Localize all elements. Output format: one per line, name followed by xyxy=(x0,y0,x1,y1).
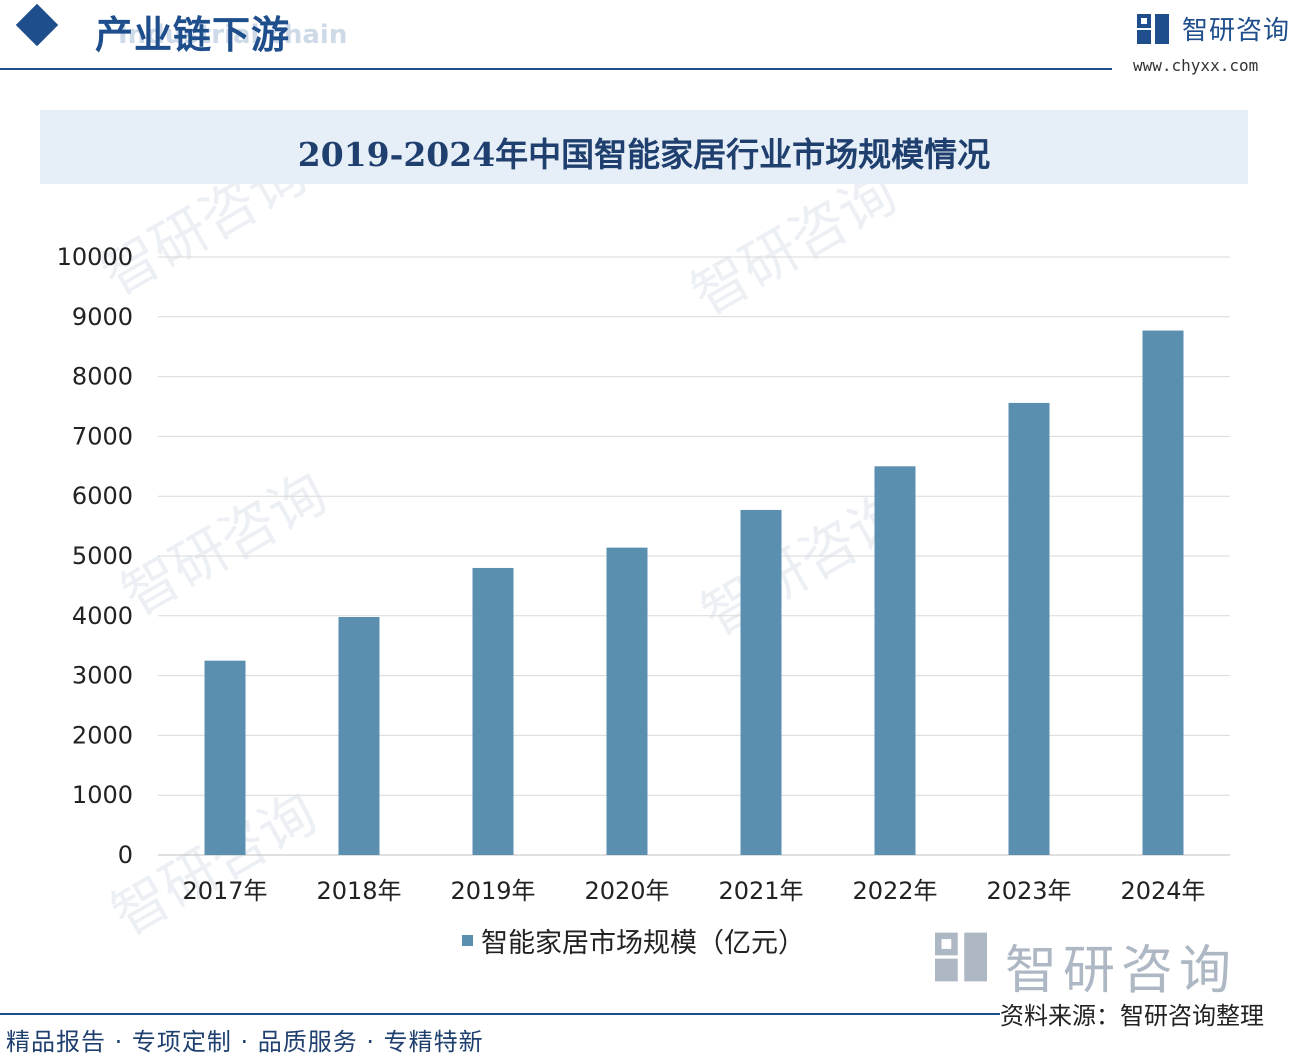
footer-logo-icon xyxy=(935,932,987,982)
brand-logo-icon xyxy=(1137,14,1169,44)
bar xyxy=(606,547,648,855)
x-tick-label: 2023年 xyxy=(986,877,1071,905)
y-tick-label: 8000 xyxy=(72,363,133,391)
x-tick-label: 2020年 xyxy=(584,877,669,905)
chart-title-band: 2019-2024年中国智能家居行业市场规模情况 xyxy=(40,110,1248,184)
y-tick-label: 9000 xyxy=(72,303,133,331)
bar xyxy=(740,509,782,855)
y-tick-label: 1000 xyxy=(72,781,133,809)
source-note: 资料来源：智研咨询整理 xyxy=(1000,1002,1264,1030)
footer-divider xyxy=(0,1013,1000,1015)
bar xyxy=(874,466,916,855)
x-tick-label: 2018年 xyxy=(316,877,401,905)
bar xyxy=(472,567,514,855)
bar xyxy=(338,616,380,855)
brand-url: www.chyxx.com xyxy=(1133,56,1259,75)
legend-label: 智能家居市场规模（亿元） xyxy=(481,927,805,959)
chart-title: 2019-2024年中国智能家居行业市场规模情况 xyxy=(297,135,991,174)
y-tick-label: 0 xyxy=(118,841,133,869)
section-title: 产业链下游 xyxy=(95,12,291,57)
y-tick-label: 5000 xyxy=(72,542,133,570)
bar xyxy=(1008,402,1050,855)
y-tick-label: 6000 xyxy=(72,482,133,510)
y-tick-label: 10000 xyxy=(57,243,133,271)
footer-tagline: 精品报告 · 专项定制 · 品质服务 · 专精特新 xyxy=(6,1028,484,1056)
chart-legend: 智能家居市场规模（亿元） xyxy=(462,920,805,960)
footer-brand: 智研咨询 xyxy=(1005,941,1238,1001)
x-tick-label: 2024年 xyxy=(1120,877,1205,905)
y-tick-label: 7000 xyxy=(72,422,133,450)
x-tick-label: 2022年 xyxy=(852,877,937,905)
header-divider xyxy=(0,68,1112,70)
x-tick-label: 2019年 xyxy=(450,877,535,905)
bar xyxy=(204,660,246,855)
page-header: Industrial chain 产业链下游 智研咨询 www.chyxx.co… xyxy=(0,0,1296,75)
y-tick-label: 4000 xyxy=(72,602,133,630)
x-tick-label: 2021年 xyxy=(718,877,803,905)
brand-name: 智研咨询 xyxy=(1182,16,1291,46)
section-subtitle: Industrial chain xyxy=(118,20,348,50)
y-tick-label: 2000 xyxy=(72,721,133,749)
y-tick-label: 3000 xyxy=(72,662,133,690)
bar xyxy=(1142,330,1184,856)
legend-swatch xyxy=(462,934,473,946)
x-tick-label: 2017年 xyxy=(182,877,267,905)
